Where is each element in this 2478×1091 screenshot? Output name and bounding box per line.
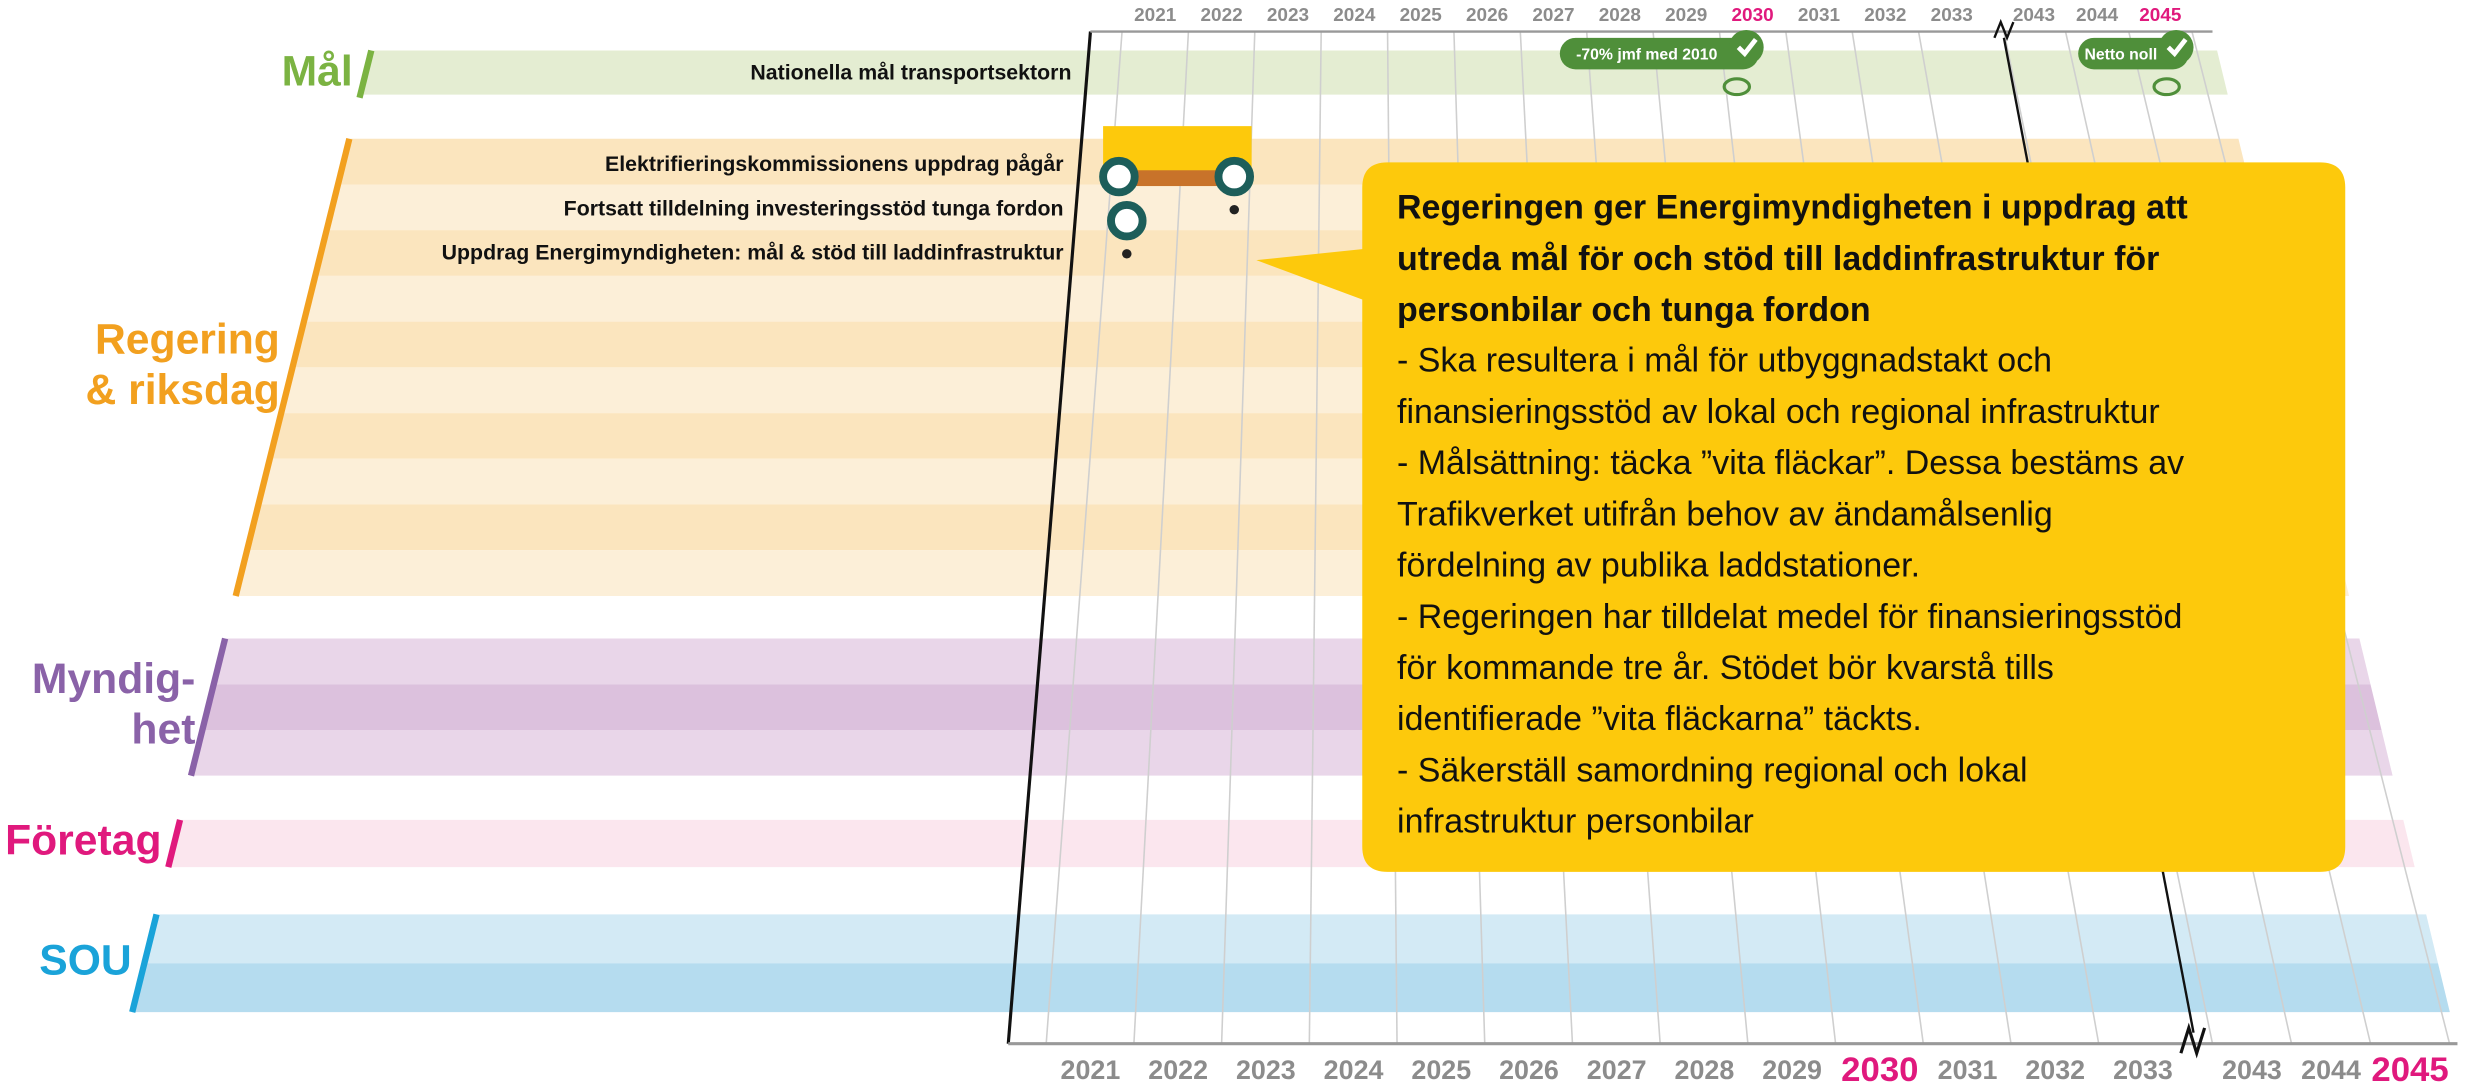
callout-title: Regeringen ger Energimyndigheten i uppdr… (1397, 189, 2188, 227)
row-label: Uppdrag Energimyndigheten: mål & stöd ti… (442, 240, 1064, 264)
callout-text: - Målsättning: täcka ”vita fläckar”. Des… (1397, 444, 2184, 482)
callout-text: infrastruktur personbilar (1397, 803, 1754, 841)
milestone-label: Netto noll (2084, 46, 2157, 63)
year-bottom: 2027 (1587, 1055, 1647, 1085)
year-bottom: 2044 (2301, 1055, 2361, 1085)
milestone-pin (1729, 30, 1764, 65)
year-top: 2031 (1798, 5, 1840, 26)
year-bottom: 2032 (2025, 1055, 2085, 1085)
year-top: 2024 (1333, 5, 1376, 26)
diagram: Mål Regering& riksdag Myndig-het Företag SOU… (0, 0, 2478, 1091)
year-bottom: 2030 (1841, 1051, 1918, 1089)
callout-text: fördelning av publika laddstationer. (1397, 547, 1920, 585)
callout-text: Trafikverket utifrån behov av ändamålsen… (1397, 495, 2053, 533)
band (360, 50, 2227, 94)
year-top: 2030 (1732, 5, 1774, 26)
category-label: Regering (95, 315, 280, 363)
year-top: 2023 (1267, 5, 1309, 26)
pin-dot (1230, 205, 1239, 214)
pin-dot (1122, 249, 1131, 258)
year-top: 2022 (1201, 5, 1243, 26)
category-label: & riksdag (85, 366, 279, 414)
year-bottom: 2045 (2371, 1051, 2448, 1089)
year-top: 2028 (1599, 5, 1641, 26)
category-label: SOU (39, 937, 131, 985)
callout-text: - Regeringen har tilldelat medel för fin… (1397, 598, 2182, 636)
year-top: 2026 (1466, 5, 1508, 26)
year-bottom: 2029 (1762, 1055, 1822, 1085)
year-top: 2029 (1665, 5, 1707, 26)
callout-text: finansieringsstöd av lokal och regional … (1397, 393, 2160, 431)
year-top: 2032 (1864, 5, 1906, 26)
pin (1111, 205, 1143, 237)
year-bottom: 2025 (1411, 1055, 1471, 1085)
category-label: Myndig- (32, 655, 196, 703)
year-bottom: 2024 (1324, 1055, 1384, 1085)
year-bottom: 2022 (1148, 1055, 1208, 1085)
category-label: Företag (5, 817, 161, 865)
pin (1218, 161, 1250, 193)
milestone-label: -70% jmf med 2010 (1576, 46, 1717, 63)
callout-text: identifierade ”vita fläckarna” täckts. (1397, 700, 1922, 738)
year-top: 2045 (2139, 5, 2181, 26)
year-bottom: 2026 (1499, 1055, 1559, 1085)
category-label: het (131, 706, 195, 754)
year-bottom: 2021 (1061, 1055, 1121, 1085)
year-top: 2033 (1931, 5, 1973, 26)
callout-text: - Ska resultera i mål för utbyggnadstakt… (1397, 342, 2052, 380)
callout-text: för kommande tre år. Stödet bör kvarstå … (1397, 649, 2054, 687)
year-top: 2043 (2013, 5, 2055, 26)
row-label: Elektrifieringskommissionens uppdrag påg… (605, 152, 1064, 176)
callout-text: - Säkerställ samordning regional och lok… (1397, 752, 2028, 790)
row-label: Fortsatt tilldelning investeringsstöd tu… (564, 196, 1064, 220)
year-top: 2027 (1532, 5, 1574, 26)
year-bottom: 2031 (1938, 1055, 1998, 1085)
year-top: 2021 (1134, 5, 1176, 26)
band (144, 914, 2438, 963)
milestone-pin (2159, 30, 2194, 65)
year-bottom: 2043 (2222, 1055, 2282, 1085)
callout-title: utreda mål för och stöd till laddinfrast… (1397, 240, 2159, 278)
year-top: 2044 (2076, 5, 2119, 26)
break (1994, 22, 2013, 38)
callout-title: personbilar och tunga fordon (1397, 291, 1871, 329)
year-bottom: 2033 (2113, 1055, 2173, 1085)
goal-row: Nationella mål transportsektorn (750, 61, 1071, 85)
category-label: Mål (282, 47, 353, 95)
year-top: 2025 (1400, 5, 1442, 26)
band (132, 963, 2450, 1012)
page: {"timeline":{"years":["2021","2022","202… (0, 0, 2478, 1091)
year-bottom: 2023 (1236, 1055, 1296, 1085)
pin (1103, 161, 1135, 193)
year-bottom: 2028 (1675, 1055, 1735, 1085)
